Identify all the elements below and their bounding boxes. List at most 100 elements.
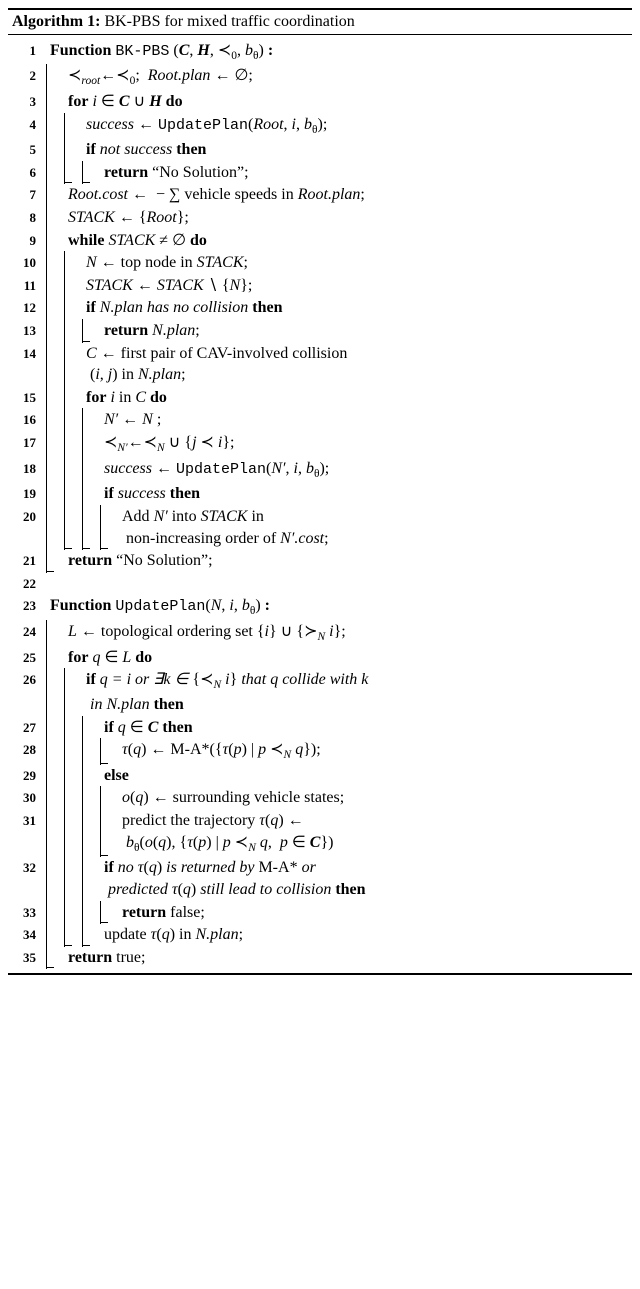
indent-rule bbox=[100, 809, 101, 857]
line-content: if success then bbox=[42, 483, 632, 505]
line-number: 3 bbox=[8, 91, 42, 111]
indent-rule bbox=[46, 431, 47, 458]
indent-rule bbox=[82, 856, 83, 901]
line-number: 25 bbox=[8, 647, 42, 667]
indent-rule bbox=[82, 431, 83, 458]
line-content: if no τ(q) is returned by M-A* or predic… bbox=[42, 857, 632, 900]
line-text: return N.plan; bbox=[42, 320, 628, 342]
indent-rule bbox=[82, 408, 83, 432]
line-content: for i ∈ C ∪ H do bbox=[42, 91, 632, 113]
indent-rule bbox=[100, 738, 101, 765]
indent-rule bbox=[82, 716, 83, 740]
line-content: if N.plan has no collision then bbox=[42, 297, 632, 319]
line-content: STACK ← {Root}; bbox=[42, 207, 632, 229]
indent-rule bbox=[100, 786, 101, 810]
line-text: for i in C do bbox=[42, 387, 628, 409]
algo-line: 15for i in C do bbox=[8, 386, 632, 409]
indent-rule bbox=[82, 923, 83, 947]
indent-rule bbox=[46, 161, 47, 185]
indent-rule bbox=[46, 923, 47, 947]
line-content: N′ ← N ; bbox=[42, 409, 632, 431]
line-number: 17 bbox=[8, 432, 42, 452]
algo-line: 23Function UpdatePlan(N, i, bθ) : bbox=[8, 595, 632, 621]
indent-rule bbox=[82, 161, 83, 185]
line-number: 16 bbox=[8, 409, 42, 429]
indent-rule bbox=[64, 809, 65, 857]
line-text: predict the trajectory τ(q) ← bθ(o(q), {… bbox=[42, 810, 628, 856]
line-text: if q = i or ∃k ∈ {≺N i} that q collide w… bbox=[42, 669, 628, 715]
indent-rule bbox=[46, 668, 47, 716]
indent-rule bbox=[64, 408, 65, 432]
end-rule bbox=[100, 922, 108, 923]
algo-line: 7Root.cost ← − ∑ vehicle speeds in Root.… bbox=[8, 184, 632, 207]
line-text: N′ ← N ; bbox=[42, 409, 628, 431]
indent-rule bbox=[64, 738, 65, 765]
indent-rule bbox=[82, 901, 83, 925]
line-text: for i ∈ C ∪ H do bbox=[42, 91, 628, 113]
algorithm-box: Algorithm 1: BK-PBS for mixed traffic co… bbox=[8, 8, 632, 975]
line-text: return “No Solution”; bbox=[42, 550, 628, 572]
line-text: update τ(q) in N.plan; bbox=[42, 924, 628, 946]
end-rule bbox=[100, 548, 108, 549]
line-content: ≺N′←≺N ∪ {j ≺ i}; bbox=[42, 432, 632, 457]
line-content: if not success then bbox=[42, 139, 632, 161]
line-content: STACK ← STACK ∖ {N}; bbox=[42, 275, 632, 297]
line-text: Function UpdatePlan(N, i, bθ) : bbox=[42, 595, 628, 620]
end-rule bbox=[46, 571, 54, 572]
line-number: 35 bbox=[8, 947, 42, 967]
line-number: 34 bbox=[8, 924, 42, 944]
algo-line: 34update τ(q) in N.plan; bbox=[8, 924, 632, 947]
line-number: 12 bbox=[8, 297, 42, 317]
indent-rule bbox=[82, 809, 83, 857]
indent-rule bbox=[46, 901, 47, 925]
indent-rule bbox=[64, 482, 65, 506]
indent-rule bbox=[82, 764, 83, 788]
indent-rule bbox=[46, 549, 47, 573]
line-number: 22 bbox=[8, 573, 42, 593]
end-rule bbox=[82, 945, 90, 946]
algorithm-body: 1Function BK-PBS (C, H, ≺0, bθ) :2≺root←… bbox=[8, 35, 632, 973]
indent-rule bbox=[46, 183, 47, 207]
line-content: return true; bbox=[42, 947, 632, 969]
line-text: else bbox=[42, 765, 628, 787]
indent-rule bbox=[64, 716, 65, 740]
indent-rule bbox=[64, 901, 65, 925]
line-number: 15 bbox=[8, 387, 42, 407]
indent-rule bbox=[100, 505, 101, 550]
indent-rule bbox=[64, 274, 65, 298]
algo-line: 13return N.plan; bbox=[8, 319, 632, 342]
line-content: return “No Solution”; bbox=[42, 550, 632, 572]
line-content: Root.cost ← − ∑ vehicle speeds in Root.p… bbox=[42, 184, 632, 206]
algo-line: 21return “No Solution”; bbox=[8, 550, 632, 573]
indent-rule bbox=[64, 764, 65, 788]
line-text: if success then bbox=[42, 483, 628, 505]
indent-rule bbox=[46, 386, 47, 410]
algo-line: 29else bbox=[8, 764, 632, 787]
line-text: STACK ← {Root}; bbox=[42, 207, 628, 229]
line-text: Root.cost ← − ∑ vehicle speeds in Root.p… bbox=[42, 184, 628, 206]
line-text: if no τ(q) is returned by M-A* or predic… bbox=[42, 857, 628, 900]
indent-rule bbox=[64, 138, 65, 162]
algo-line: 26if q = i or ∃k ∈ {≺N i} that q collide… bbox=[8, 669, 632, 716]
line-text: C ← first pair of CAV-involved collision… bbox=[42, 343, 628, 386]
line-content: Function BK-PBS (C, H, ≺0, bθ) : bbox=[42, 40, 632, 65]
algo-line: 32if no τ(q) is returned by M-A* or pred… bbox=[8, 857, 632, 901]
algo-line: 12if N.plan has no collision then bbox=[8, 297, 632, 320]
indent-rule bbox=[64, 505, 65, 550]
indent-rule bbox=[82, 457, 83, 484]
line-text: ≺root←≺0; Root.plan ← ∅; bbox=[42, 65, 628, 90]
indent-rule bbox=[100, 901, 101, 925]
line-text: STACK ← STACK ∖ {N}; bbox=[42, 275, 628, 297]
line-content: ≺root←≺0; Root.plan ← ∅; bbox=[42, 65, 632, 90]
line-text: while STACK ≠ ∅ do bbox=[42, 230, 628, 252]
indent-rule bbox=[46, 229, 47, 253]
algo-line: 2≺root←≺0; Root.plan ← ∅; bbox=[8, 65, 632, 91]
indent-rule bbox=[64, 113, 65, 140]
line-content: success ← UpdatePlan(Root, i, bθ); bbox=[42, 114, 632, 139]
algorithm-title: Algorithm 1: BK-PBS for mixed traffic co… bbox=[8, 10, 632, 35]
indent-rule bbox=[64, 856, 65, 901]
indent-rule bbox=[82, 505, 83, 550]
line-number: 29 bbox=[8, 765, 42, 785]
indent-rule bbox=[46, 319, 47, 343]
line-number: 20 bbox=[8, 506, 42, 526]
